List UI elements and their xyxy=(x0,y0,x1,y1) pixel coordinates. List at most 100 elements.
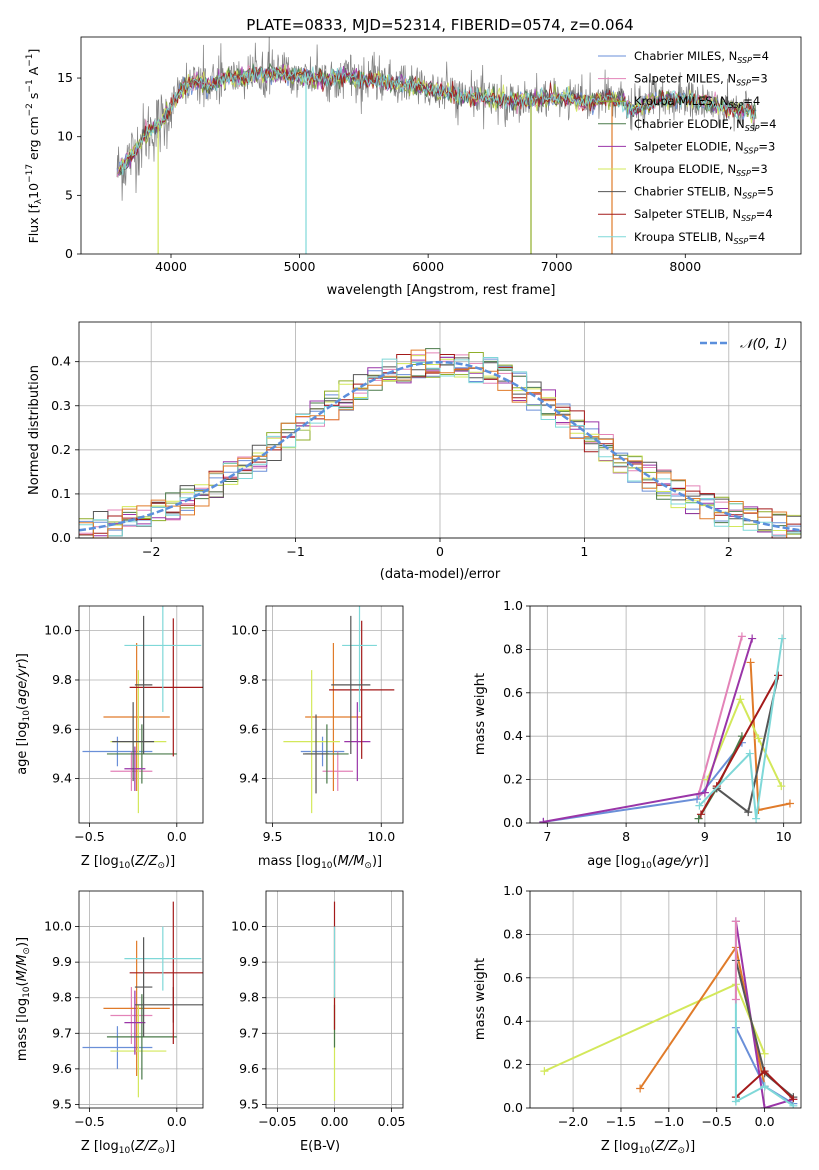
spectrum-ytick-label: 10 xyxy=(57,129,73,144)
z-age-ytick-label: 10.0 xyxy=(44,623,72,638)
age-weight-ytick-label: 0.0 xyxy=(503,815,523,830)
z-weight-marker xyxy=(540,1067,549,1076)
z-mass-ytick-label: 10.0 xyxy=(44,919,72,934)
mass-age-ytick-label: 9.8 xyxy=(239,672,259,687)
mass-age-frame xyxy=(265,605,404,824)
age-weight-marker xyxy=(695,801,704,810)
spectrum-legend-subscript: SSP xyxy=(737,56,752,65)
z-weight-xtick-label: 0.0 xyxy=(755,1114,775,1129)
z-weight-xtick-label: −2.0 xyxy=(558,1114,588,1129)
age-weight-xtick-label: 9 xyxy=(701,829,709,844)
z-age-ytick-label: 9.8 xyxy=(52,672,72,687)
mass-age-ytick-label: 10.0 xyxy=(231,623,259,638)
z-weight-xtick-label: −1.0 xyxy=(654,1114,684,1129)
mass-age-panel: 9.5 10.0 9.4 9.6 9.8 10.0 xyxy=(231,605,404,844)
spectrum-ytick-label: 5 xyxy=(65,187,73,202)
zm-xlabel: Z [log10(Z/Z⊙)] xyxy=(81,1139,175,1156)
z-mass-ytick-label: 9.6 xyxy=(52,1061,72,1076)
spectrum-model-line xyxy=(119,66,756,175)
z-age-xtick-label: −0.5 xyxy=(74,829,104,844)
residuals-histogram xyxy=(79,349,801,539)
residuals-ytick-label: 0.2 xyxy=(51,442,71,457)
age-weight-ytick-label: 1.0 xyxy=(503,598,523,613)
spectrum-xtick-label: 4000 xyxy=(155,259,187,274)
spectrum-legend-label: Kroupa MILES, NSSP=4 xyxy=(634,94,760,110)
spectrum-legend-count: =4 xyxy=(743,94,760,108)
mass-age-xtick-label: 9.5 xyxy=(263,829,283,844)
small-panels: −0.5 0.0 9.4 9.6 9.8 10.0 9.5 10.0 9.4 9.6 9.8 10.0… xyxy=(44,598,802,1129)
z-weight-series-line xyxy=(734,921,794,1108)
z-weight-marker xyxy=(731,1097,740,1106)
spectrum-legend-label: Salpeter STELIB, NSSP=4 xyxy=(634,207,773,223)
z-weight-ytick-label: 0.2 xyxy=(503,1057,523,1072)
age-weight-xtick-label: 8 xyxy=(622,829,630,844)
spectrum-legend-label: Chabrier MILES, NSSP=4 xyxy=(634,49,769,65)
spectrum-legend-count: =3 xyxy=(758,139,775,153)
z-age-ytick-label: 9.4 xyxy=(52,771,72,786)
residuals-panel: −2 −1 0 1 2 0.0 0.1 0.2 0.3 0.4 (data-model)/erro… xyxy=(27,321,802,582)
residuals-ticks: −2 −1 0 1 2 0.0 0.1 0.2 0.3 0.4 xyxy=(51,354,733,559)
spectrum-panel: 4000 5000 6000 7000 8000 0 5 10 15 wavelength [A… xyxy=(25,36,802,298)
z-weight-marker xyxy=(731,917,740,926)
z-age-ytick-label: 9.6 xyxy=(52,721,72,736)
z-mass-xtick-label: 0.0 xyxy=(167,1114,187,1129)
spectrum-legend-subscript: SSP xyxy=(742,192,757,201)
spectrum-legend-count: =3 xyxy=(751,72,768,86)
z-weight-marker xyxy=(636,1084,645,1093)
age-weight-marker xyxy=(539,817,548,823)
ebv-mass-ytick-label: 10.0 xyxy=(231,919,259,934)
spectrum-ticks: 4000 5000 6000 7000 8000 0 5 10 15 xyxy=(57,70,701,274)
residuals-xtick-label: 2 xyxy=(725,544,733,559)
spectrum-legend-label: Chabrier ELODIE, NSSP=4 xyxy=(634,117,776,133)
z-weight-ytick-label: 0.6 xyxy=(503,970,523,985)
mass-age-marks xyxy=(283,606,395,814)
spectrum-legend-count: =5 xyxy=(757,185,774,199)
residuals-ylabel: Normed distribution xyxy=(27,365,42,495)
z-mass-ytick-label: 9.5 xyxy=(52,1096,72,1111)
spectrum-legend-count: =4 xyxy=(748,230,765,244)
residuals-xtick-label: 1 xyxy=(580,544,588,559)
age-weight-frame xyxy=(529,605,802,824)
residuals-legend: 𝒩(0, 1) xyxy=(700,337,787,352)
z-weight-panel: −2.0 −1.5 −1.0 −0.5 0.0 0.0 0.2 0.4 0.6 0.8 1.0 xyxy=(503,883,802,1129)
spectrum-ytick-label: 0 xyxy=(65,246,73,261)
spectrum-legend-subscript: SSP xyxy=(741,214,756,223)
z-weight-xtick-label: −0.5 xyxy=(702,1114,732,1129)
spectrum-legend-subscript: SSP xyxy=(729,101,744,110)
z-weight-ytick-label: 0.4 xyxy=(503,1013,523,1028)
z-mass-ytick-label: 9.8 xyxy=(52,990,72,1005)
spectrum-xlabel: wavelength [Angstrom, rest frame] xyxy=(327,283,556,298)
spectrum-legend-count: =4 xyxy=(752,49,769,63)
z-weight-marker xyxy=(760,1082,769,1091)
residuals-xtick-label: −1 xyxy=(286,544,304,559)
zw-xlabel: Z [log10(Z/Z⊙)] xyxy=(601,1139,695,1156)
z-weight-marker xyxy=(731,995,740,1004)
za-ylabel: age [log10(age/yr)] xyxy=(15,653,32,775)
ebv-mass-xtick-label: 0.00 xyxy=(321,1114,349,1129)
z-weight-marker xyxy=(760,1067,769,1076)
mass-age-ytick-label: 9.4 xyxy=(239,771,259,786)
z-weight-xtick-label: −1.5 xyxy=(606,1114,636,1129)
mass-age-ytick-label: 9.6 xyxy=(239,721,259,736)
z-mass-frame xyxy=(78,890,204,1109)
spectrum-legend-label: Chabrier STELIB, NSSP=5 xyxy=(634,185,774,201)
ebv-mass-ytick-label: 9.7 xyxy=(239,1025,259,1040)
residuals-ytick-label: 0.4 xyxy=(51,354,71,369)
za-xlabel: Z [log10(Z/Z⊙)] xyxy=(81,854,175,871)
age-weight-marker xyxy=(736,695,745,704)
em-xlabel: E(B-V) xyxy=(300,1139,340,1154)
z-weight-series-line xyxy=(543,982,766,1073)
ebv-mass-xtick-label: −0.05 xyxy=(258,1114,296,1129)
residuals-ytick-label: 0.1 xyxy=(51,486,71,501)
spectrum-ytick-label: 15 xyxy=(57,70,73,85)
age-weight-series-line xyxy=(543,742,743,823)
age-weight-marker xyxy=(778,634,787,643)
ebv-mass-ytick-label: 9.5 xyxy=(239,1096,259,1111)
spectrum-xtick-label: 5000 xyxy=(284,259,316,274)
spectrum-legend-subscript: SSP xyxy=(745,124,760,133)
z-mass-ytick-label: 9.9 xyxy=(52,954,72,969)
z-mass-xtick-label: −0.5 xyxy=(74,1114,104,1129)
age-weight-panel: 7 8 9 10 0.0 0.2 0.4 0.6 0.8 1.0 xyxy=(503,598,802,844)
z-weight-ytick-label: 1.0 xyxy=(503,883,523,898)
spectrum-xtick-label: 6000 xyxy=(412,259,444,274)
